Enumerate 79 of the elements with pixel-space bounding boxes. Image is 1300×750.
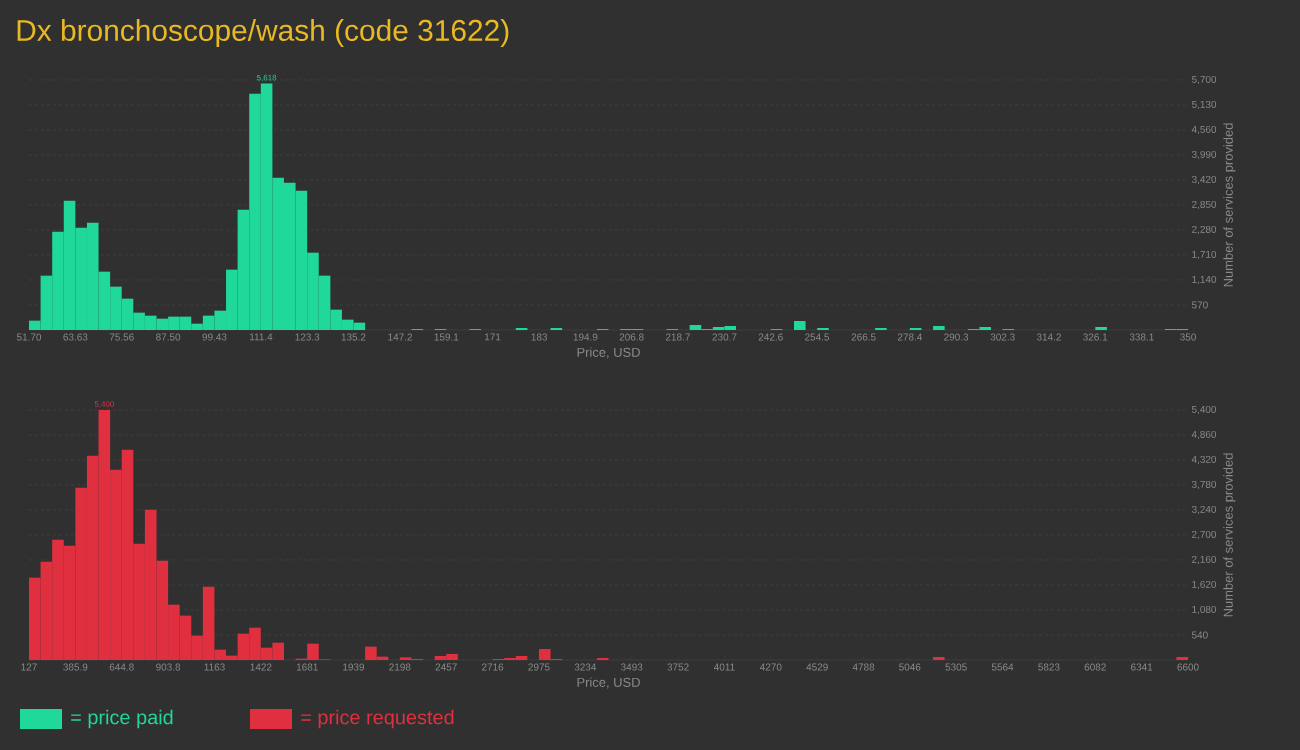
x-tick-label: 278.4 [897, 333, 923, 341]
x-tick-label: 1163 [204, 663, 225, 671]
x-tick-label: 135.2 [341, 333, 366, 341]
x-tick-label: 6600 [1177, 663, 1199, 671]
x-tick-label: 99.43 [202, 333, 227, 341]
x-tick-label: 5046 [899, 663, 921, 671]
x-tick-label: 350 [1180, 333, 1196, 341]
x-tick-label: 206.8 [619, 333, 644, 341]
x-tick-label: 4270 [759, 663, 782, 671]
x-tick-label: 2457 [435, 663, 457, 671]
x-tick-label: 194.9 [573, 333, 598, 341]
y-tick-label: 2,850 [1192, 200, 1217, 210]
y-axis-title: Number of services provided [1223, 453, 1236, 617]
y-tick-label: 1,080 [1192, 605, 1217, 615]
x-tick-label: 314.2 [1036, 333, 1061, 341]
x-tick-label: 171 [485, 333, 501, 341]
x-axis-title: Price, USD [577, 347, 640, 359]
x-tick-label: 2198 [389, 663, 411, 671]
x-tick-label: 87.50 [156, 333, 181, 341]
x-tick-label: 63.63 [63, 333, 88, 341]
y-tick-label: 5,700 [1191, 75, 1217, 85]
x-tick-label: 5564 [991, 663, 1014, 671]
x-tick-label: 1939 [343, 663, 365, 671]
y-tick-label: 4,860 [1191, 430, 1217, 440]
x-tick-label: 385.9 [63, 663, 88, 671]
x-tick-label: 6341 [1131, 663, 1153, 671]
legend-label: = price paid [71, 709, 173, 729]
x-tick-label: 1422 [250, 663, 272, 671]
x-tick-label: 326.1 [1083, 333, 1108, 341]
y-tick-label: 4,320 [1191, 455, 1217, 465]
y-tick-label: 1,620 [1192, 580, 1217, 590]
y-tick-label: 2,160 [1192, 555, 1217, 565]
y-tick-label: 1,140 [1192, 275, 1217, 285]
x-tick-label: 302.3 [990, 333, 1015, 341]
x-axis-title: Price, USD [577, 677, 640, 689]
x-tick-label: 183 [531, 333, 548, 341]
x-tick-label: 5305 [945, 663, 967, 671]
y-tick-label: 3,240 [1191, 505, 1217, 515]
x-tick-label: 242.6 [758, 333, 783, 341]
y-tick-label: 2,700 [1192, 530, 1217, 540]
y-tick-label: 570 [1191, 301, 1208, 309]
y-tick-label: 5,130 [1191, 100, 1217, 110]
x-tick-label: 4788 [852, 663, 875, 671]
y-tick-label: 3,420 [1191, 175, 1217, 185]
x-tick-label: 75.56 [109, 333, 134, 341]
x-tick-label: 5823 [1038, 663, 1060, 671]
x-tick-label: 4529 [806, 663, 828, 671]
x-tick-label: 6082 [1084, 663, 1106, 671]
x-tick-label: 338.1 [1129, 333, 1154, 341]
x-tick-label: 230.7 [712, 333, 737, 341]
x-tick-label: 159.1 [434, 333, 459, 341]
x-tick-label: 147.2 [388, 333, 413, 341]
x-tick-label: 218.7 [665, 333, 690, 341]
x-tick-label: 1681 [296, 663, 318, 671]
x-tick-label: 51.70 [16, 333, 42, 341]
x-tick-label: 903.8 [156, 663, 181, 671]
x-tick-label: 254.5 [805, 333, 830, 341]
y-tick-label: 2,280 [1192, 225, 1217, 235]
x-tick-label: 111.4 [250, 333, 273, 341]
x-tick-label: 266.5 [851, 333, 876, 341]
x-tick-label: 3234 [574, 663, 597, 671]
y-tick-label: 1,710 [1192, 250, 1217, 260]
y-tick-label: 4,560 [1191, 125, 1217, 135]
x-tick-label: 4011 [713, 663, 735, 671]
x-tick-label: 2975 [528, 663, 550, 671]
legend-label: = price requested [301, 709, 454, 729]
x-tick-label: 290.3 [944, 333, 969, 341]
y-tick-label: 3,780 [1191, 480, 1217, 490]
x-tick-label: 2716 [481, 663, 504, 671]
y-tick-label: 540 [1191, 631, 1208, 639]
x-tick-label: 644.8 [109, 663, 134, 671]
x-tick-label: 123.3 [295, 333, 320, 341]
x-tick-label: 127 [21, 663, 37, 671]
y-axis-title: Number of services provided [1223, 123, 1236, 287]
x-tick-label: 3752 [667, 663, 689, 671]
y-tick-label: 3,990 [1191, 150, 1217, 160]
y-tick-label: 5,400 [1191, 405, 1217, 415]
chart-title: Dx bronchoscope/wash (code 31622) [17, 19, 509, 47]
x-tick-label: 3493 [620, 663, 643, 671]
